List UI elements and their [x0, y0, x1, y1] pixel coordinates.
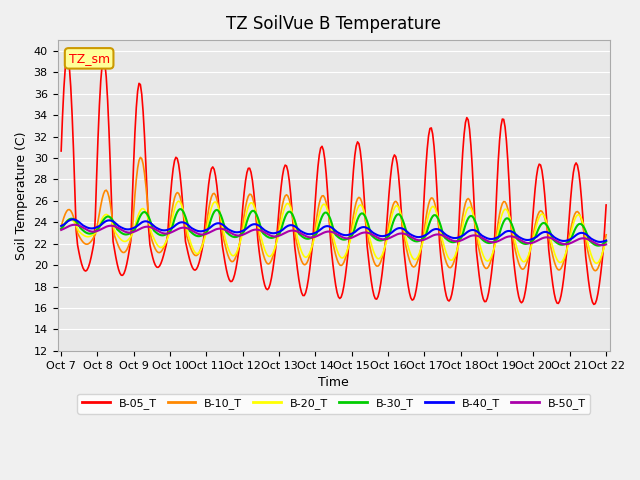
B-50_T: [598, 242, 606, 248]
B-50_T: [124, 229, 132, 235]
B-20_T: [236, 240, 244, 245]
B-20_T: [593, 261, 600, 266]
B-20_T: [175, 198, 182, 204]
B-30_T: [123, 231, 131, 237]
B-30_T: [452, 239, 460, 244]
B-50_T: [71, 222, 79, 228]
B-40_T: [401, 228, 409, 233]
B-10_T: [136, 155, 144, 160]
B-50_T: [602, 241, 610, 247]
Line: B-20_T: B-20_T: [61, 201, 606, 264]
B-05_T: [58, 148, 65, 154]
Legend: B-05_T, B-10_T, B-20_T, B-30_T, B-40_T, B-50_T: B-05_T, B-10_T, B-20_T, B-30_T, B-40_T, …: [77, 394, 590, 414]
Title: TZ SoilVue B Temperature: TZ SoilVue B Temperature: [226, 15, 441, 33]
B-20_T: [275, 233, 282, 239]
Line: B-10_T: B-10_T: [61, 157, 606, 271]
B-50_T: [236, 233, 244, 239]
Line: B-50_T: B-50_T: [61, 225, 606, 245]
B-10_T: [455, 240, 463, 246]
B-40_T: [58, 223, 65, 229]
B-05_T: [124, 254, 132, 260]
B-20_T: [58, 227, 65, 233]
B-20_T: [602, 237, 610, 242]
B-10_T: [58, 224, 65, 229]
Y-axis label: Soil Temperature (C): Soil Temperature (C): [15, 131, 28, 260]
Line: B-30_T: B-30_T: [61, 209, 606, 246]
B-50_T: [455, 238, 463, 244]
B-40_T: [275, 229, 282, 235]
B-30_T: [401, 225, 409, 231]
B-10_T: [123, 247, 131, 252]
B-40_T: [597, 239, 605, 245]
B-30_T: [594, 243, 602, 249]
B-10_T: [236, 239, 244, 244]
B-30_T: [236, 232, 244, 238]
B-05_T: [602, 202, 610, 208]
B-20_T: [455, 242, 463, 248]
B-05_T: [401, 261, 409, 267]
B-10_T: [275, 228, 282, 234]
B-40_T: [124, 227, 132, 232]
B-50_T: [401, 231, 409, 237]
B-20_T: [401, 233, 409, 239]
B-30_T: [58, 226, 65, 231]
B-05_T: [590, 301, 598, 307]
B-40_T: [70, 216, 77, 222]
B-20_T: [452, 251, 460, 256]
B-05_T: [455, 229, 463, 235]
B-20_T: [123, 238, 131, 244]
Text: TZ_sm: TZ_sm: [68, 52, 109, 65]
B-10_T: [401, 241, 409, 247]
Line: B-40_T: B-40_T: [61, 219, 606, 242]
B-30_T: [275, 232, 282, 238]
B-10_T: [602, 232, 610, 238]
B-10_T: [452, 252, 460, 258]
B-10_T: [591, 268, 599, 274]
B-50_T: [58, 227, 65, 233]
B-05_T: [275, 214, 282, 220]
B-05_T: [64, 55, 72, 60]
B-40_T: [602, 238, 610, 243]
B-40_T: [455, 235, 463, 240]
B-40_T: [452, 235, 460, 241]
B-50_T: [452, 239, 460, 244]
B-05_T: [236, 238, 244, 243]
X-axis label: Time: Time: [318, 376, 349, 389]
B-30_T: [455, 237, 463, 243]
B-40_T: [236, 229, 244, 235]
B-05_T: [452, 263, 460, 269]
B-50_T: [275, 233, 282, 239]
Line: B-05_T: B-05_T: [61, 58, 606, 304]
B-30_T: [176, 206, 184, 212]
B-30_T: [602, 239, 610, 244]
